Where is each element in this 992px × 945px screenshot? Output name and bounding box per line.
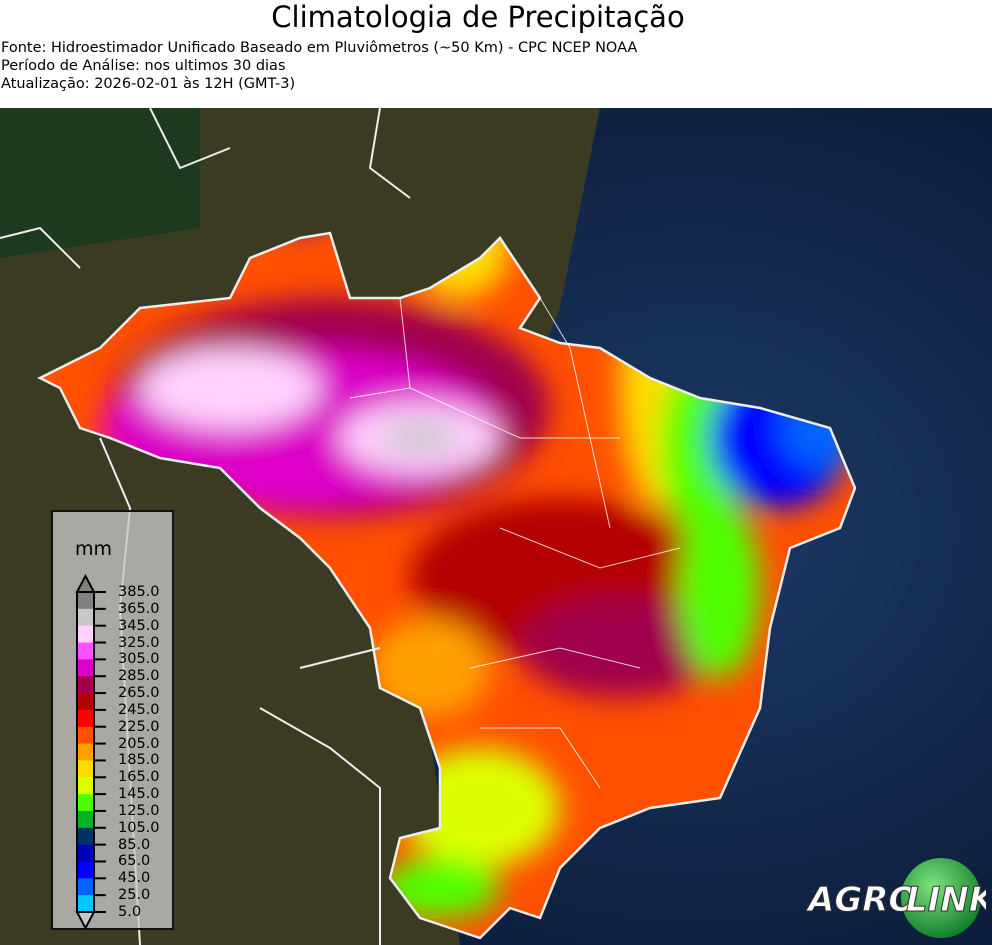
updated-text: Atualização: 2026-02-01 às 12H (GMT-3)	[1, 76, 296, 92]
svg-text:LINK: LINK	[906, 880, 986, 920]
colorbar-tick-label: 65.0	[118, 853, 151, 870]
svg-text:AGRO: AGRO	[806, 880, 917, 920]
colorbar-segment	[77, 895, 94, 913]
legend-unit: mm	[75, 538, 113, 560]
period-text: Período de Análise: nos ultimos 30 dias	[1, 58, 286, 74]
colorbar-segment	[77, 861, 94, 879]
colorbar-tick-label: 285.0	[118, 668, 160, 685]
colorbar-segment	[77, 608, 94, 627]
colorbar-tick-label: 85.0	[118, 836, 151, 853]
colorbar-segment	[77, 777, 94, 795]
colorbar-tick-label: 25.0	[118, 887, 151, 904]
colorbar-tick-label: 325.0	[118, 634, 160, 651]
page-title: Climatologia de Precipitação	[271, 0, 685, 34]
colorbar-segment	[77, 810, 94, 829]
agrolink-logo: AGRO LINK	[805, 856, 992, 941]
colorbar-segment	[77, 659, 94, 677]
colorbar-tick-label: 385.0	[118, 584, 160, 600]
colorbar-segment	[77, 625, 94, 644]
colorbar-tick-label: 5.0	[118, 904, 142, 920]
source-text: Fonte: Hidroestimador Unificado Baseado …	[1, 40, 638, 56]
colorbar-segment	[77, 844, 94, 862]
colorbar-tick-label: 205.0	[118, 735, 160, 752]
colorbar-tick-label: 185.0	[118, 752, 160, 769]
colorbar-segment	[77, 878, 94, 896]
colorbar-tick-label: 365.0	[118, 600, 160, 617]
colorbar-over-arrow	[75, 573, 96, 593]
colorbar-tick-label: 265.0	[118, 685, 160, 702]
colorbar-segment	[77, 709, 94, 728]
colorbar-outline	[76, 591, 95, 913]
colorbar	[75, 573, 106, 931]
colorbar-tick-label: 145.0	[118, 786, 160, 803]
colorbar-tick-label: 165.0	[118, 769, 160, 786]
colorbar-tick-label: 125.0	[118, 802, 160, 819]
colorbar-legend: mm 385.0 365.0 345.0 325.0 305.0 285.0 265.0 24…	[51, 510, 174, 931]
colorbar-segment	[77, 827, 94, 846]
colorbar-tick-label: 305.0	[118, 651, 160, 668]
colorbar-under-arrow	[75, 911, 96, 931]
colorbar-segment	[77, 743, 94, 761]
colorbar-segment	[77, 693, 94, 711]
colorbar-tick-label: 45.0	[118, 870, 151, 887]
colorbar-tick-label: 225.0	[118, 718, 160, 735]
colorbar-tick-label: 105.0	[118, 819, 160, 836]
colorbar-segment	[77, 726, 94, 745]
precipitation-map	[0, 108, 992, 945]
colorbar-segment	[77, 642, 94, 660]
colorbar-segment	[77, 794, 94, 812]
colorbar-tick-label: 245.0	[118, 701, 160, 718]
colorbar-segment	[77, 592, 94, 610]
colorbar-tick-label: 345.0	[118, 617, 160, 634]
colorbar-segment	[77, 676, 94, 694]
colorbar-segment	[77, 760, 94, 778]
